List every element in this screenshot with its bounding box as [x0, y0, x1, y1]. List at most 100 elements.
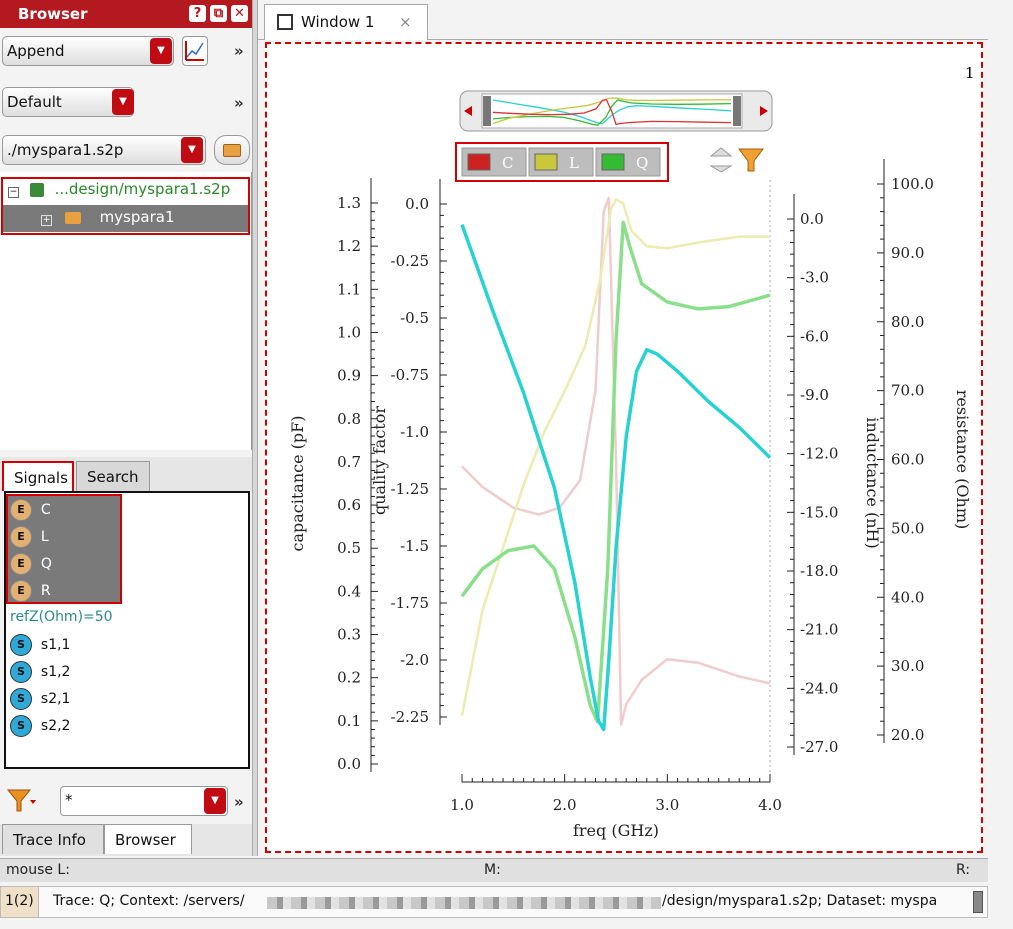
tick-label: -3.0 [800, 269, 829, 287]
close-tab-icon[interactable]: × [399, 13, 412, 31]
stack-toggle-icon[interactable] [709, 147, 733, 173]
filter-funnel-icon[interactable] [738, 148, 764, 172]
legend-swatch [467, 153, 491, 171]
legend-item [528, 147, 594, 177]
expand-chevron-icon[interactable]: » [234, 94, 244, 112]
mouse-status-bar: mouse L: M: R: [0, 858, 988, 882]
tick-label: -1.0 [400, 423, 429, 441]
panel-splitter[interactable] [252, 0, 258, 856]
expand-chevron-icon[interactable]: » [234, 793, 244, 811]
expand-icon[interactable]: + [41, 215, 52, 226]
tick-label: -27.0 [800, 738, 838, 756]
scroller-handle-right[interactable] [733, 96, 741, 126]
list-item[interactable]: E R [10, 580, 51, 606]
tick-label: 3.0 [655, 796, 679, 814]
scroll-right-icon[interactable] [760, 106, 768, 116]
sparameter-icon: S [10, 661, 32, 683]
signal-label: C [40, 502, 51, 518]
tick-label: 4.0 [758, 796, 782, 814]
list-item[interactable]: S s2,2 [10, 715, 70, 741]
scroll-handle[interactable] [973, 891, 983, 913]
chevron-down-icon[interactable]: ▼ [150, 38, 172, 64]
tick-label: 60.0 [891, 451, 924, 469]
tab-trace-info[interactable]: Trace Info [2, 824, 104, 854]
file-select[interactable]: ./myspara1.s2p [2, 135, 206, 165]
plot-area[interactable]: 1 C L Q 1.3 1.2 1.1 1.0 0.9 0.8 0.7 0.6 0.5 0.4 0.3 0… [265, 42, 983, 853]
folder-open-icon [223, 144, 241, 157]
tick-label: 0.6 [337, 496, 361, 514]
signal-label: R [40, 583, 51, 599]
refz-label: refZ(Ohm)=50 [10, 609, 113, 625]
tick-label: 1.1 [337, 280, 361, 298]
expression-icon: E [10, 553, 32, 575]
sparameter-icon: S [10, 634, 32, 656]
filter-input[interactable]: * [60, 786, 228, 816]
list-item[interactable]: S s1,2 [10, 661, 70, 687]
scroll-left-icon[interactable] [464, 106, 472, 116]
trace-line [460, 198, 770, 716]
dataset-tree: − ...design/myspara1.s2p + myspara1 [0, 172, 252, 450]
close-icon[interactable]: ✕ [231, 5, 248, 22]
tick-label: 1.2 [337, 237, 361, 255]
expand-chevron-icon[interactable]: » [234, 42, 244, 60]
trace-line [460, 224, 772, 732]
tree-item-dataset[interactable]: − ...design/myspara1.s2p [8, 180, 248, 206]
chart-svg[interactable]: 1 C L Q 1.3 1.2 1.1 1.0 0.9 0.8 0.7 0.6 0.5 0.4 0.3 0… [267, 44, 981, 851]
tree-item-myspara1[interactable]: + myspara1 [3, 205, 248, 232]
tab-label: Window 1 [301, 13, 375, 31]
tab-browser[interactable]: Browser [104, 824, 192, 854]
signal-label: L [40, 529, 49, 545]
tick-label: -18.0 [800, 562, 838, 580]
tab-label: Trace Info [13, 831, 86, 849]
chevron-down-icon[interactable]: ▼ [181, 137, 203, 163]
list-item[interactable]: S s1,1 [10, 634, 70, 660]
tick-label: 0.7 [337, 453, 361, 471]
redacted-path [267, 897, 661, 909]
tick-label: 0.5 [337, 539, 361, 557]
list-item[interactable]: S s2,1 [10, 688, 70, 714]
tick-label: 1.0 [450, 796, 474, 814]
browser-title-text: Browser [18, 5, 88, 23]
tick-label: 100.0 [891, 175, 934, 193]
tick-label: -2.0 [400, 651, 429, 669]
list-item[interactable]: E L [10, 526, 49, 552]
tick-label: 0.9 [337, 367, 361, 385]
tick-label: -15.0 [800, 503, 838, 521]
sparameter-icon: S [10, 688, 32, 710]
tick-label: -1.75 [391, 594, 429, 612]
plot-type-button[interactable] [182, 36, 208, 66]
folder-icon [64, 211, 81, 224]
restore-window-icon[interactable]: ⧉ [210, 5, 227, 22]
chevron-down-icon[interactable]: ▼ [204, 788, 226, 814]
list-item[interactable]: E C [10, 499, 51, 525]
mouse-l-label: mouse L: [6, 862, 70, 878]
tab-window-1[interactable]: Window 1 × [264, 4, 428, 40]
mouse-r-label: R: [956, 862, 971, 878]
collapse-icon[interactable]: − [8, 187, 19, 198]
trace-info-bar: 1(2) Trace: Q; Context: /servers/ /desig… [0, 886, 988, 918]
scroller-handle-left[interactable] [483, 96, 491, 126]
line-chart-icon [185, 41, 204, 61]
help-icon[interactable]: ? [189, 5, 206, 22]
chevron-down-icon[interactable]: ▼ [112, 89, 134, 115]
dataset-icon [29, 182, 44, 197]
tab-signals[interactable]: Signals [2, 461, 74, 491]
trace-info-start: Trace: Q; Context: /servers/ [53, 893, 245, 909]
tree-item-label: ...design/myspara1.s2p [54, 180, 231, 198]
open-folder-button[interactable] [214, 135, 250, 165]
axis-title: capacitance (pF) [288, 416, 307, 552]
x-axis-title: freq (GHz) [573, 821, 659, 840]
signals-tabbar: Signals Search [0, 457, 252, 491]
overview-trace [492, 97, 731, 125]
plot-window-icon [277, 14, 293, 30]
trace-line [461, 196, 771, 726]
tick-label: 0.3 [337, 626, 361, 644]
signal-label: s1,2 [40, 664, 71, 680]
mode-select[interactable]: Append [2, 36, 174, 66]
overview-scroller[interactable] [459, 90, 773, 132]
tab-search[interactable]: Search [76, 461, 150, 491]
tick-label: 0.0 [337, 755, 361, 773]
list-item[interactable]: E Q [10, 553, 52, 579]
filter-icon[interactable] [6, 786, 36, 814]
expression-icon: E [10, 526, 32, 548]
